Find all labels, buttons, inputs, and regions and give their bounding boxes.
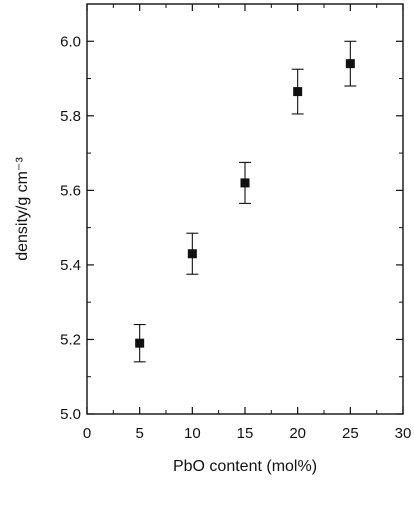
x-axis-label: PbO content (mol%): [173, 458, 317, 475]
y-tick-label: 5.2: [60, 331, 81, 348]
data-point: [135, 338, 145, 348]
x-tick-label: 15: [237, 425, 254, 442]
y-tick-label: 5.8: [60, 108, 81, 125]
x-tick-label: 10: [184, 425, 201, 442]
y-axis-label: density/g cm⁻³: [14, 157, 31, 261]
data-point: [345, 59, 355, 69]
caption-fragment: [0, 496, 414, 508]
data-point: [187, 249, 197, 259]
x-tick-label: 5: [135, 425, 143, 442]
plot-frame: [86, 3, 404, 415]
y-tick-label: 5.4: [60, 257, 81, 274]
y-tick-label: 5.6: [60, 182, 81, 199]
x-tick-label: 20: [289, 425, 306, 442]
x-tick-label: 0: [83, 425, 91, 442]
data-point: [240, 178, 250, 188]
x-tick-label: 30: [395, 425, 412, 442]
y-tick-label: 5.0: [60, 406, 81, 423]
data-point: [293, 87, 303, 97]
y-tick-label: 6.0: [60, 33, 81, 50]
x-tick-label: 25: [342, 425, 359, 442]
